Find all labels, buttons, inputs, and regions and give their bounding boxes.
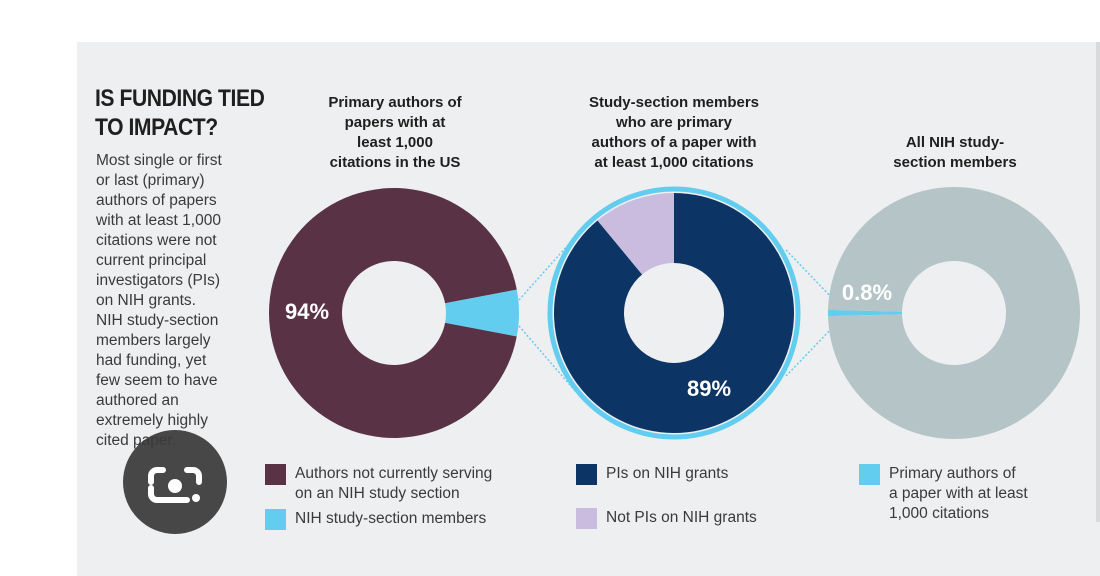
chart-title-line: authors of a paper with	[591, 134, 757, 151]
intro-line: members largely	[96, 332, 211, 349]
legend-label: NIH study-section members	[295, 509, 486, 529]
intro-line: authors of papers	[96, 192, 217, 209]
intro-line: investigators (PIs)	[96, 272, 221, 289]
intro-line: current principal	[96, 252, 207, 269]
chart-2-title: Study-section members who are primary au…	[564, 93, 784, 173]
intro-line: few seem to have	[96, 372, 218, 389]
chart-title-line: at least 1,000 citations	[594, 154, 754, 171]
chart-1-slice-2	[445, 289, 520, 337]
legend-label: Not PIs on NIH grants	[606, 508, 757, 528]
legend-swatch	[576, 508, 597, 529]
connector-line-2	[518, 325, 577, 393]
chart-1-title: Primary authors of papers with at least …	[300, 93, 490, 173]
chart-3-title: All NIH study- section members	[860, 133, 1050, 173]
legend-line: on an NIH study section	[295, 485, 460, 502]
legend-line: Primary authors of	[889, 465, 1016, 482]
connector-line-3	[785, 249, 835, 301]
intro-line: authored an	[96, 392, 179, 409]
legend-swatch	[859, 464, 880, 485]
intro-text: Most single or first or last (primary) a…	[96, 151, 256, 451]
legend-line: NIH study-section members	[295, 510, 487, 527]
connector-line-4	[785, 325, 835, 377]
chart-title-line: All NIH study-	[905, 134, 1005, 151]
legend-line: Authors not currently serving	[295, 465, 493, 482]
legend-line: PIs on NIH grants	[606, 465, 729, 482]
legend-swatch	[576, 464, 597, 485]
chart-2-slice-1	[553, 193, 794, 434]
legend-label: Authors not currently serving on an NIH …	[295, 464, 492, 504]
intro-line: extremely highly	[96, 412, 208, 429]
intro-line: citations were not	[96, 232, 217, 249]
intro-line: had funding, yet	[96, 352, 207, 369]
chart-2-slice-2	[597, 193, 674, 275]
chart-3-data-label: 0.8%	[842, 280, 892, 305]
legend-line: Not PIs on NIH grants	[606, 509, 757, 526]
chart-title-line: citations in the US	[329, 154, 461, 171]
legend-item-primary-authors: Primary authors of a paper with at least…	[859, 464, 1028, 524]
chart-1-slice-1	[269, 188, 517, 439]
donut-group	[269, 186, 1081, 440]
legend-line: a paper with at least	[889, 485, 1028, 502]
legend-item-study-section-members: NIH study-section members	[265, 509, 486, 530]
legend-swatch	[265, 509, 286, 530]
legend-label: Primary authors of a paper with at least…	[889, 464, 1028, 524]
title-line: TO IMPACT?	[95, 114, 218, 141]
legend-line: 1,000 citations	[889, 505, 989, 522]
legend-label: PIs on NIH grants	[606, 464, 728, 484]
chart-title-line: papers with at	[344, 114, 446, 131]
legend-item-not-serving: Authors not currently serving on an NIH …	[265, 464, 492, 504]
google-lens-icon[interactable]	[123, 430, 227, 534]
data-labels: 94% 89% 0.8%	[285, 280, 892, 401]
chart-title-line: Study-section members	[588, 94, 760, 111]
intro-line: NIH study-section	[96, 312, 219, 329]
intro-line: or last (primary)	[96, 172, 205, 189]
chart-title-line: least 1,000	[357, 134, 433, 151]
intro-line: on NIH grants.	[96, 292, 196, 309]
title-line: IS FUNDING TIED	[95, 85, 265, 112]
chart-3-slice-1	[828, 309, 903, 317]
chart-3-slice-2	[828, 187, 1081, 440]
intro-line: with at least 1,000	[96, 212, 221, 229]
chart-2-data-label: 89%	[687, 376, 731, 401]
right-edge-bar	[1096, 42, 1100, 522]
connector-lines	[518, 235, 835, 393]
chart-title-line: Primary authors of	[328, 94, 462, 111]
legend-item-pis-on-grants: PIs on NIH grants	[576, 464, 728, 485]
chart-title-line: section members	[893, 154, 1017, 171]
chart-title-line: who are primary	[616, 114, 732, 131]
camera-icon	[148, 467, 202, 503]
legend-item-not-pis: Not PIs on NIH grants	[576, 508, 757, 529]
infographic-title: IS FUNDING TIED TO IMPACT?	[95, 84, 265, 142]
legend-swatch	[265, 464, 286, 485]
donut-outline-ring	[547, 186, 801, 440]
intro-line: Most single or first	[96, 152, 222, 169]
chart-1-data-label: 94%	[285, 299, 329, 324]
